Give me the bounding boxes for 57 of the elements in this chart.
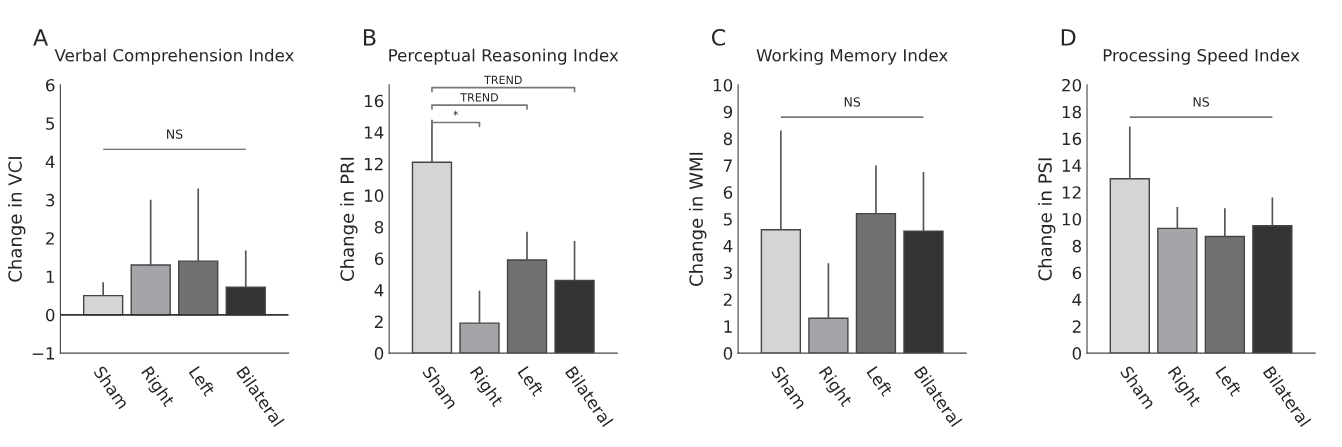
chart-subtitle: Verbal Comprehension Index — [54, 48, 294, 65]
y-tick-label: 4 — [1072, 293, 1082, 306]
chart-title: B — [363, 29, 376, 46]
annotation: TREND — [460, 93, 499, 102]
annotation: * — [453, 110, 459, 116]
text: TREND — [484, 75, 522, 84]
y-tick-label: 6 — [1072, 266, 1082, 280]
annotation: NS — [167, 129, 183, 139]
chart-subtitle: Perceptual Reasoning Index — [389, 48, 619, 65]
y-tick-label: 0 — [723, 347, 733, 360]
y-tick-label: 1 — [46, 270, 54, 283]
y-tick-label: 16 — [364, 94, 384, 108]
chart-title: D — [1061, 29, 1076, 46]
y-tick-label: 6 — [374, 252, 384, 266]
y-tick-label: 6 — [46, 78, 55, 92]
y-tick-label: 3 — [723, 266, 732, 280]
y-tick-label: 20 — [1062, 78, 1082, 92]
y-tick-label: −1 — [32, 347, 54, 360]
y-tick-label: 16 — [1062, 132, 1082, 146]
y-tick-label: 4 — [374, 284, 384, 297]
y-tick-label: 1 — [724, 320, 732, 333]
y-tick-label: 12 — [364, 157, 383, 171]
y-tick-label: 2 — [46, 232, 54, 245]
y-tick-label: 4 — [723, 240, 733, 253]
y-tick-label: 7 — [724, 159, 732, 172]
chart-title: A — [33, 29, 49, 46]
y-axis-title: Change in WMI — [689, 152, 707, 286]
y-tick-label: 8 — [1072, 239, 1082, 253]
y-tick-label: 2 — [374, 315, 383, 328]
y-tick-label: 2 — [723, 293, 732, 306]
y-tick-label: 5 — [46, 117, 55, 130]
y-tick-label: 8 — [374, 220, 384, 234]
y-tick-label: 0 — [374, 347, 384, 360]
y-tick-label: 18 — [1062, 105, 1082, 119]
y-tick-label: 10 — [1062, 212, 1082, 226]
y-tick-label: 4 — [45, 155, 55, 168]
y-tick-label: 14 — [1062, 159, 1082, 172]
y-tick-label: 8 — [723, 132, 733, 146]
y-tick-label: 10 — [713, 78, 733, 92]
y-tick-label: 2 — [1072, 320, 1081, 333]
chart-title: C — [711, 28, 726, 46]
y-tick-label: 0 — [46, 308, 55, 322]
y-tick-label: 0 — [1072, 347, 1082, 360]
y-tick-label: 10 — [364, 189, 384, 202]
y-axis-title: Change in PRI — [340, 157, 358, 281]
y-tick-label: 5 — [723, 213, 732, 226]
annotation: NS — [1193, 97, 1210, 107]
y-tick-label: 3 — [46, 193, 55, 207]
y-axis-title: Change in PSI — [1037, 158, 1056, 281]
y-tick-label: 14 — [364, 126, 384, 139]
chart-subtitle: Processing Speed Index — [1103, 48, 1300, 65]
y-tick-label: 12 — [1062, 186, 1081, 199]
annotation: NS — [844, 97, 861, 107]
chart-subtitle: Working Memory Index — [756, 48, 948, 65]
y-tick-label: 9 — [723, 105, 733, 119]
y-axis-title: Change in VCI — [7, 157, 26, 282]
y-tick-label: 6 — [723, 186, 733, 199]
